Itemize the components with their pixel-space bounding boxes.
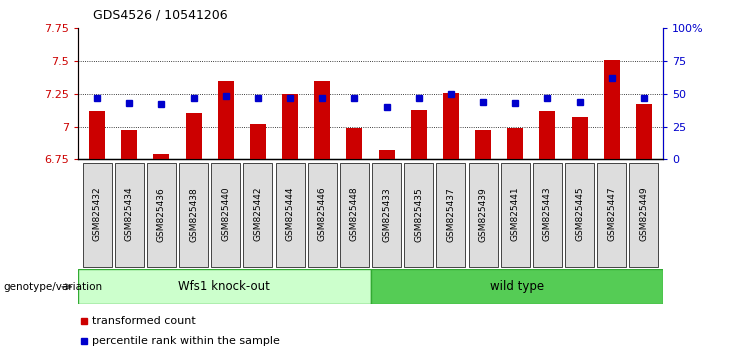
Bar [153, 154, 170, 159]
Text: GSM825432: GSM825432 [93, 187, 102, 241]
FancyBboxPatch shape [436, 162, 465, 267]
FancyBboxPatch shape [370, 269, 663, 304]
Bar [604, 60, 619, 159]
Text: GDS4526 / 10541206: GDS4526 / 10541206 [93, 8, 227, 21]
Bar [314, 81, 330, 159]
Text: GSM825442: GSM825442 [253, 187, 262, 241]
Bar [250, 124, 266, 159]
Text: GSM825441: GSM825441 [511, 187, 519, 241]
FancyBboxPatch shape [147, 162, 176, 267]
Bar [122, 131, 137, 159]
Bar [571, 118, 588, 159]
FancyBboxPatch shape [78, 269, 370, 304]
FancyBboxPatch shape [244, 162, 273, 267]
Text: GSM825445: GSM825445 [575, 187, 584, 241]
Text: GSM825448: GSM825448 [350, 187, 359, 241]
Bar [475, 131, 491, 159]
FancyBboxPatch shape [533, 162, 562, 267]
Bar [443, 92, 459, 159]
Bar [282, 94, 298, 159]
FancyBboxPatch shape [115, 162, 144, 267]
Bar [411, 109, 427, 159]
Text: GSM825435: GSM825435 [414, 187, 423, 241]
FancyBboxPatch shape [83, 162, 112, 267]
Text: GSM825447: GSM825447 [607, 187, 617, 241]
FancyBboxPatch shape [597, 162, 626, 267]
Bar [89, 111, 105, 159]
FancyBboxPatch shape [211, 162, 240, 267]
Text: transformed count: transformed count [93, 316, 196, 326]
FancyBboxPatch shape [629, 162, 658, 267]
Bar [218, 81, 234, 159]
Bar [185, 113, 202, 159]
Text: Wfs1 knock-out: Wfs1 knock-out [179, 280, 270, 293]
Bar [507, 128, 523, 159]
FancyBboxPatch shape [308, 162, 336, 267]
FancyBboxPatch shape [340, 162, 369, 267]
Text: GSM825440: GSM825440 [222, 187, 230, 241]
Text: genotype/variation: genotype/variation [4, 282, 103, 292]
Text: GSM825449: GSM825449 [639, 187, 648, 241]
Bar [636, 104, 652, 159]
Bar [346, 128, 362, 159]
Text: GSM825444: GSM825444 [285, 187, 295, 241]
FancyBboxPatch shape [468, 162, 497, 267]
Text: GSM825443: GSM825443 [543, 187, 552, 241]
FancyBboxPatch shape [405, 162, 433, 267]
FancyBboxPatch shape [565, 162, 594, 267]
Text: GSM825437: GSM825437 [446, 187, 456, 241]
FancyBboxPatch shape [501, 162, 530, 267]
FancyBboxPatch shape [372, 162, 401, 267]
Text: GSM825434: GSM825434 [124, 187, 134, 241]
FancyBboxPatch shape [276, 162, 305, 267]
Text: GSM825446: GSM825446 [318, 187, 327, 241]
Text: GSM825438: GSM825438 [189, 187, 198, 241]
Text: wild type: wild type [490, 280, 544, 293]
Text: percentile rank within the sample: percentile rank within the sample [93, 336, 280, 346]
Bar [379, 150, 395, 159]
Bar [539, 111, 556, 159]
Text: GSM825436: GSM825436 [157, 187, 166, 241]
FancyBboxPatch shape [179, 162, 208, 267]
Text: GSM825433: GSM825433 [382, 187, 391, 241]
Text: GSM825439: GSM825439 [479, 187, 488, 241]
